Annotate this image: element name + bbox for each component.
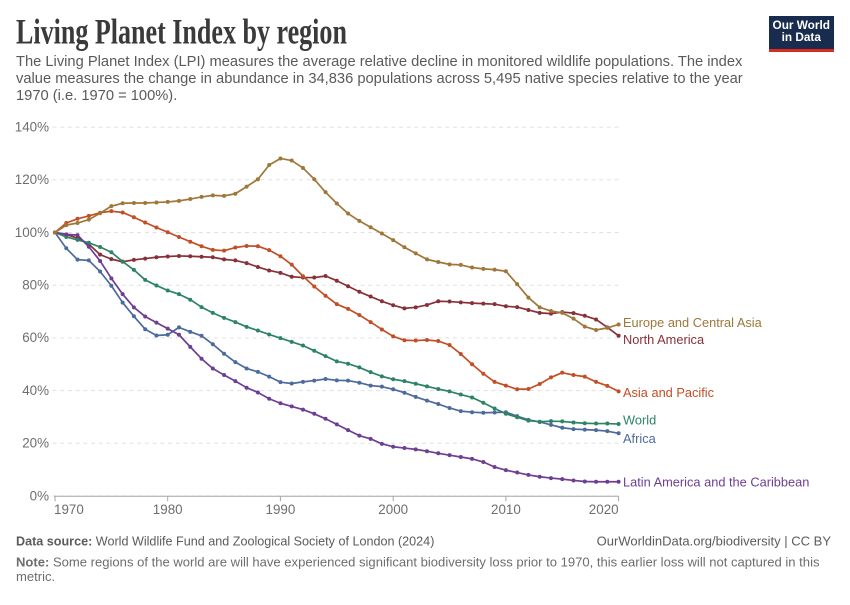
svg-text:140%: 140%	[15, 119, 49, 134]
svg-text:40%: 40%	[22, 383, 49, 398]
svg-text:1970 (i.e. 1970 = 100%).: 1970 (i.e. 1970 = 100%).	[16, 88, 177, 104]
svg-text:2020: 2020	[589, 502, 619, 517]
svg-text:value measures the change in a: value measures the change in abundance i…	[16, 71, 743, 87]
svg-text:0%: 0%	[30, 488, 49, 503]
svg-text:North America: North America	[623, 332, 705, 347]
svg-text:Africa: Africa	[623, 431, 657, 446]
svg-text:60%: 60%	[22, 330, 49, 345]
svg-text:2000: 2000	[378, 502, 408, 517]
svg-text:Data source: World Wildlife Fu: Data source: World Wildlife Fund and Zoo…	[16, 535, 434, 549]
svg-text:Europe and Central Asia: Europe and Central Asia	[623, 315, 763, 330]
svg-text:metric.: metric.	[16, 569, 55, 584]
svg-text:Latin America and the Caribbea: Latin America and the Caribbean	[623, 475, 809, 490]
svg-text:Living Planet Index by region: Living Planet Index by region	[16, 11, 347, 51]
svg-text:Note: Some regions of the worl: Note: Some regions of the world are will…	[16, 554, 820, 569]
svg-text:OurWorldinData.org/biodiversit: OurWorldinData.org/biodiversity | CC BY	[597, 534, 832, 549]
svg-text:100%: 100%	[15, 225, 49, 240]
svg-text:80%: 80%	[22, 278, 49, 293]
svg-text:The Living Planet Index (LPI): The Living Planet Index (LPI) measures t…	[16, 54, 743, 70]
svg-text:Asia and Pacific: Asia and Pacific	[623, 385, 715, 400]
svg-text:1990: 1990	[266, 502, 296, 517]
svg-text:2010: 2010	[491, 502, 521, 517]
svg-text:World: World	[623, 413, 656, 428]
svg-text:20%: 20%	[22, 436, 49, 451]
svg-text:1980: 1980	[153, 502, 183, 517]
svg-text:1970: 1970	[54, 502, 84, 517]
svg-text:120%: 120%	[15, 172, 49, 187]
